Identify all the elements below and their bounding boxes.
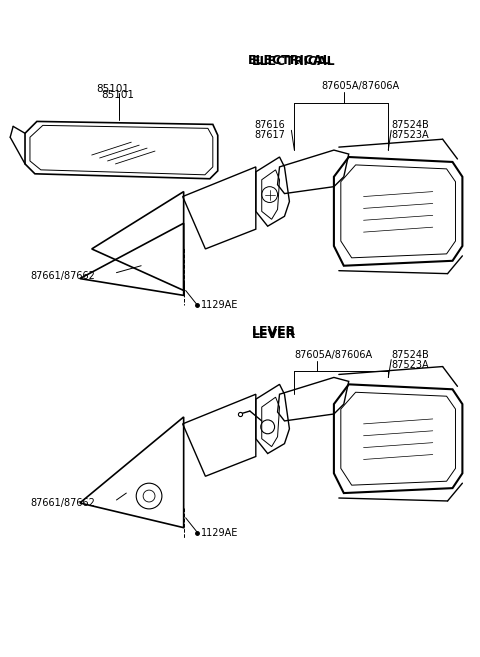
Text: 87524B: 87524B	[391, 350, 429, 359]
Text: 87605A/87606A: 87605A/87606A	[321, 81, 399, 91]
Text: ELECTRICAL: ELECTRICAL	[252, 55, 336, 68]
Text: 87661/87662: 87661/87662	[30, 271, 96, 281]
Text: LEVER: LEVER	[252, 325, 296, 338]
Text: 87661/87662: 87661/87662	[30, 498, 96, 508]
Text: 85101: 85101	[96, 84, 130, 94]
Text: 87523A: 87523A	[391, 359, 429, 370]
Text: 87617: 87617	[255, 130, 286, 140]
Text: ELECTRICAL: ELECTRICAL	[248, 54, 332, 66]
Text: 87523A: 87523A	[391, 130, 429, 140]
Text: 1129AE: 1129AE	[201, 300, 238, 310]
Text: 87616: 87616	[255, 120, 286, 130]
Text: 87605A/87606A: 87605A/87606A	[294, 350, 372, 359]
Text: 1129AE: 1129AE	[201, 528, 238, 537]
Text: LEVER: LEVER	[252, 328, 296, 342]
Text: 87524B: 87524B	[391, 120, 429, 130]
Text: 85101: 85101	[102, 90, 134, 100]
